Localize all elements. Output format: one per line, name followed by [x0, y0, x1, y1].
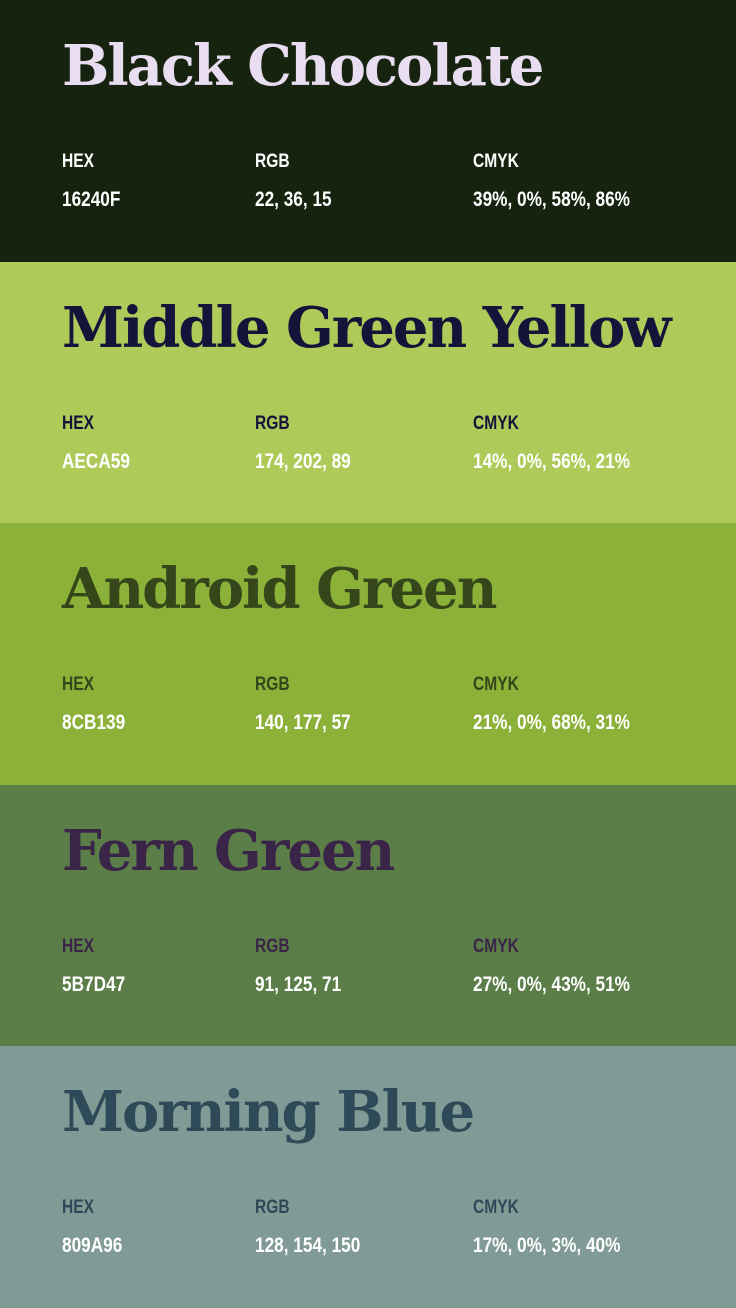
hex-value: AECA59: [62, 449, 130, 473]
hex-field: HEX 16240F: [62, 152, 133, 210]
rgb-label: RGB: [255, 412, 290, 434]
rgb-label: RGB: [255, 935, 290, 957]
swatch-title: Morning Blue: [62, 1079, 475, 1146]
hex-label: HEX: [62, 674, 95, 696]
swatch-fern-green: Fern Green HEX 5B7D47 RGB 91, 125, 71 CM…: [0, 784, 736, 1047]
rgb-field: RGB 140, 177, 57: [255, 675, 372, 733]
hex-field: HEX 809A96: [62, 1198, 136, 1256]
hex-value: 809A96: [62, 1234, 123, 1258]
cmyk-field: CMYK 17%, 0%, 3%, 40%: [473, 1198, 653, 1256]
cmyk-label: CMYK: [473, 674, 519, 696]
rgb-value: 128, 154, 150: [255, 1234, 361, 1258]
cmyk-field: CMYK 21%, 0%, 68%, 31%: [473, 675, 664, 733]
rgb-label: RGB: [255, 1197, 290, 1219]
swatch-title: Middle Green Yellow: [62, 294, 672, 361]
cmyk-value: 17%, 0%, 3%, 40%: [473, 1234, 621, 1258]
cmyk-value: 27%, 0%, 43%, 51%: [473, 972, 630, 996]
hex-field: HEX 5B7D47: [62, 937, 139, 995]
rgb-value: 140, 177, 57: [255, 711, 351, 735]
hex-field: HEX AECA59: [62, 414, 145, 472]
hex-label: HEX: [62, 935, 95, 957]
hex-label: HEX: [62, 412, 95, 434]
cmyk-label: CMYK: [473, 412, 519, 434]
rgb-label: RGB: [255, 674, 290, 696]
swatch-black-chocolate: Black Chocolate HEX 16240F RGB 22, 36, 1…: [0, 0, 736, 262]
cmyk-field: CMYK 27%, 0%, 43%, 51%: [473, 937, 664, 995]
rgb-field: RGB 91, 125, 71: [255, 937, 360, 995]
cmyk-label: CMYK: [473, 1197, 519, 1219]
hex-label: HEX: [62, 151, 95, 172]
hex-value: 5B7D47: [62, 972, 126, 996]
cmyk-value: 39%, 0%, 58%, 86%: [473, 188, 630, 211]
cmyk-label: CMYK: [473, 151, 519, 172]
swatch-title: Black Chocolate: [62, 33, 544, 99]
swatch-android-green: Android Green HEX 8CB139 RGB 140, 177, 5…: [0, 523, 736, 785]
cmyk-value: 14%, 0%, 56%, 21%: [473, 449, 630, 473]
hex-value: 8CB139: [62, 711, 126, 735]
rgb-value: 91, 125, 71: [255, 972, 342, 996]
rgb-value: 174, 202, 89: [255, 449, 351, 473]
swatch-title: Android Green: [62, 556, 497, 623]
hex-field: HEX 8CB139: [62, 675, 139, 733]
rgb-label: RGB: [255, 151, 290, 172]
swatch-title: Fern Green: [62, 817, 395, 884]
rgb-value: 22, 36, 15: [255, 188, 332, 211]
rgb-field: RGB 128, 154, 150: [255, 1198, 383, 1256]
rgb-field: RGB 22, 36, 15: [255, 152, 348, 210]
cmyk-value: 21%, 0%, 68%, 31%: [473, 711, 630, 735]
swatch-morning-blue: Morning Blue HEX 809A96 RGB 128, 154, 15…: [0, 1046, 736, 1308]
cmyk-label: CMYK: [473, 935, 519, 957]
hex-value: 16240F: [62, 188, 121, 211]
cmyk-field: CMYK 14%, 0%, 56%, 21%: [473, 414, 664, 472]
cmyk-field: CMYK 39%, 0%, 58%, 86%: [473, 152, 664, 210]
rgb-field: RGB 174, 202, 89: [255, 414, 372, 472]
swatch-middle-green-yellow: Middle Green Yellow HEX AECA59 RGB 174, …: [0, 261, 736, 524]
hex-label: HEX: [62, 1197, 95, 1219]
